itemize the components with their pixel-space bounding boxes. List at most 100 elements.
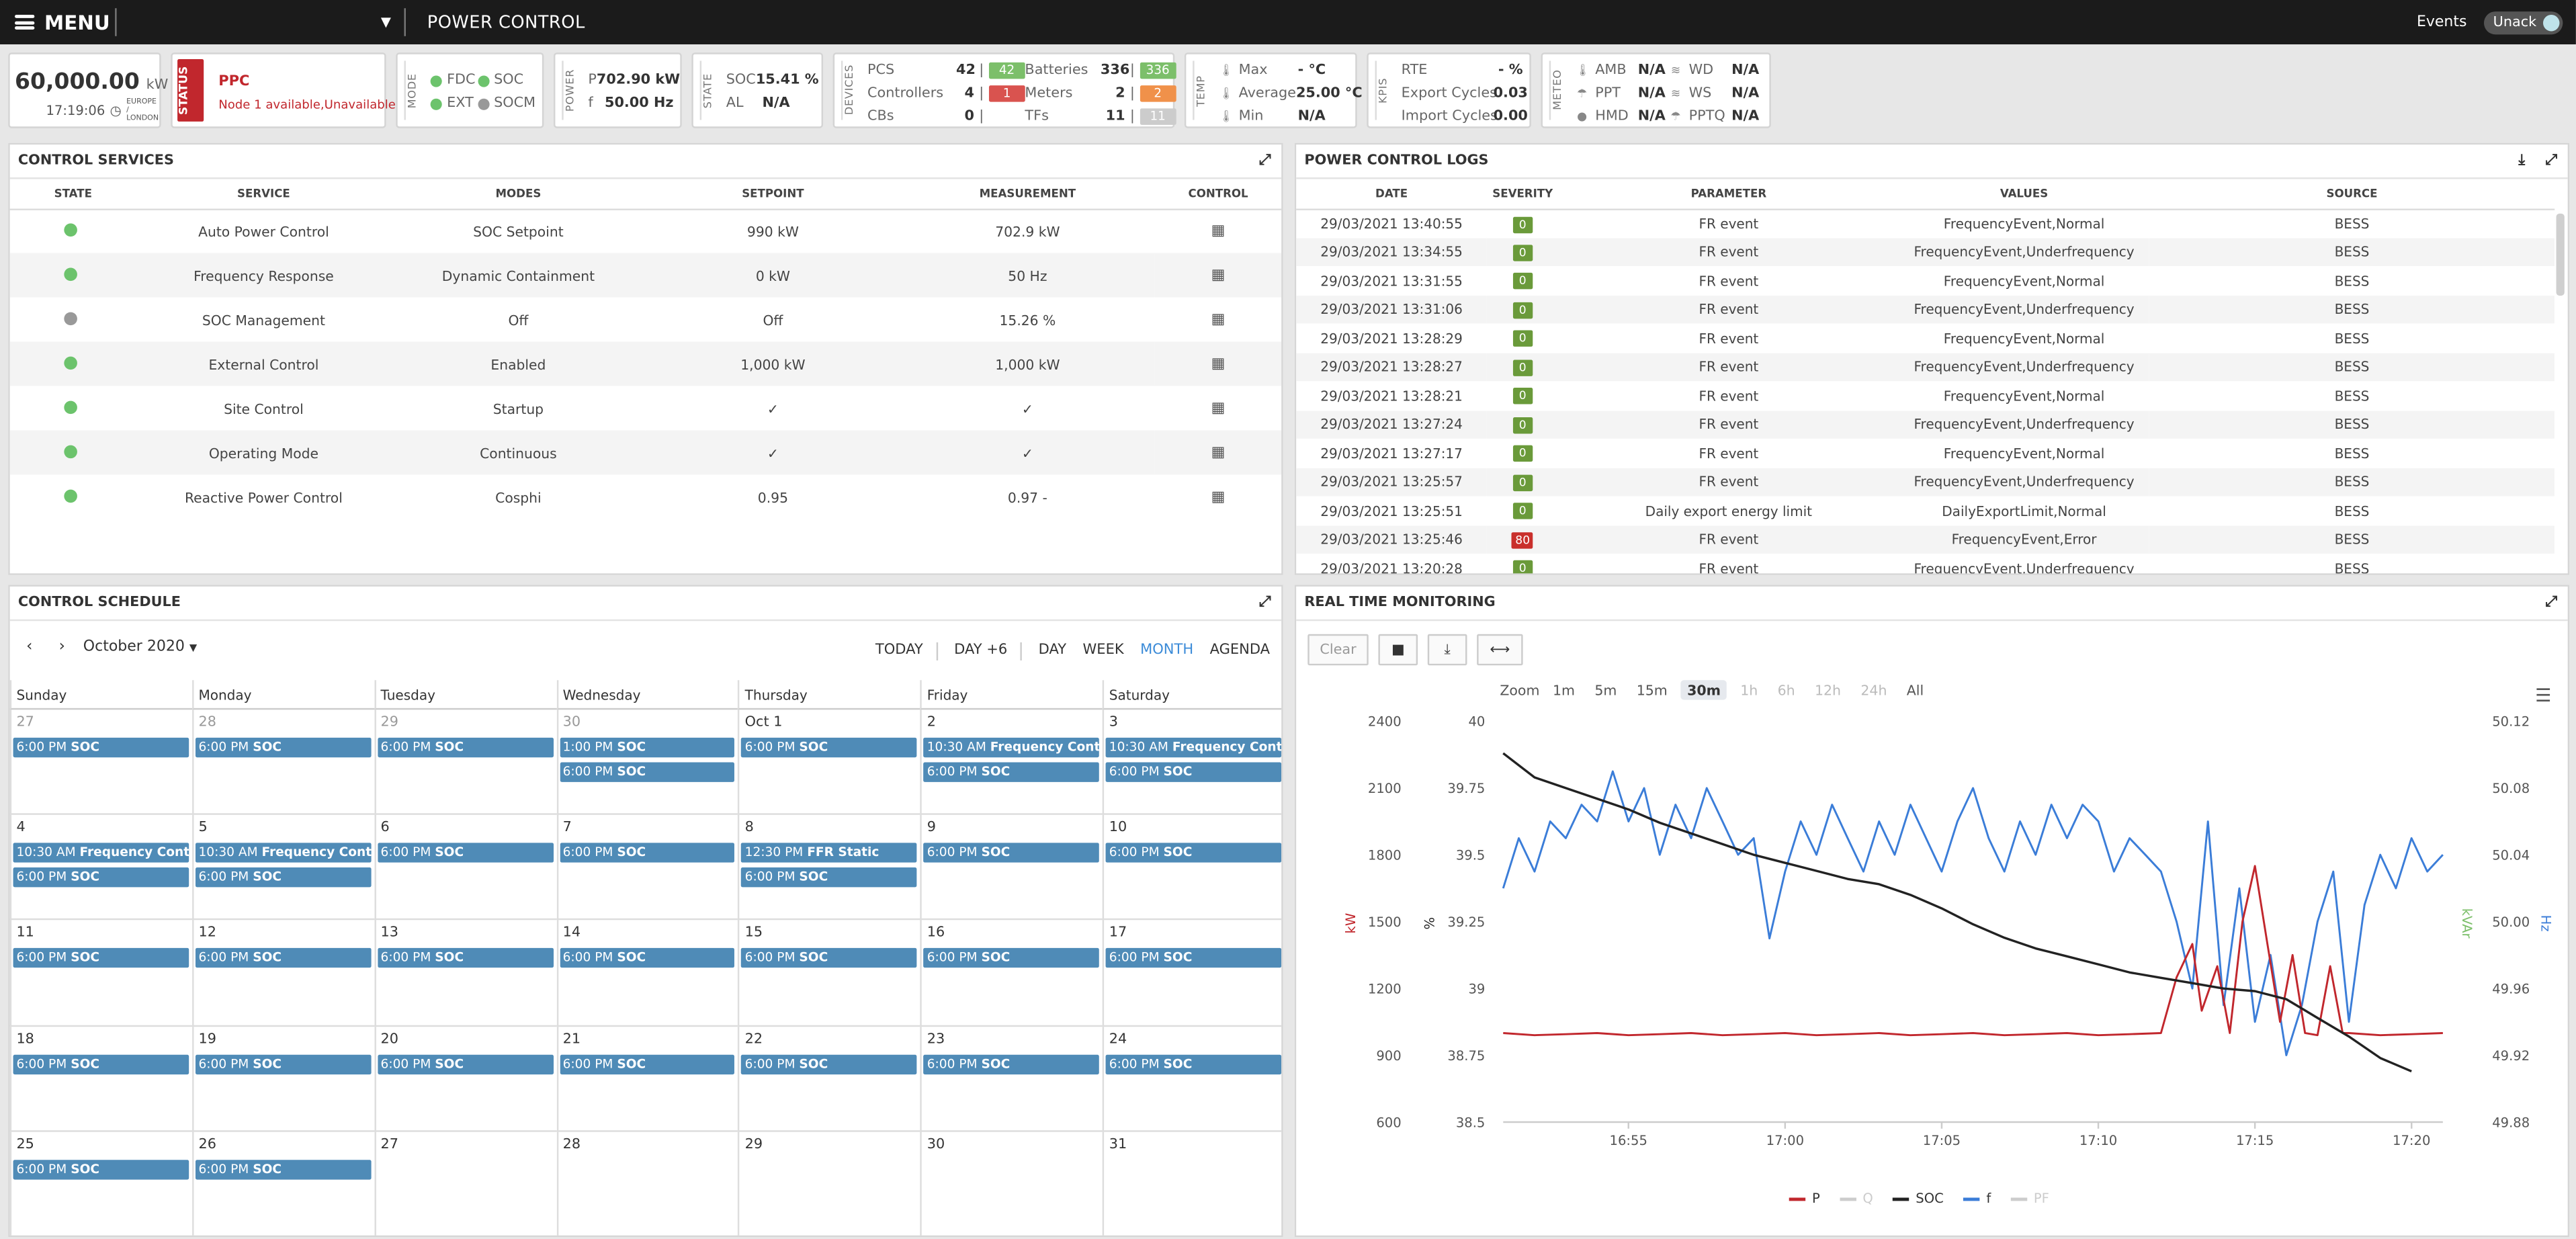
schedule-event[interactable]: 6:00 PM SOC xyxy=(13,867,189,888)
zoom-button[interactable]: 6h xyxy=(1777,681,1795,699)
zoom-button[interactable]: 30m xyxy=(1680,680,1727,700)
schedule-event[interactable]: 6:00 PM SOC xyxy=(559,1054,735,1074)
table-row[interactable]: 29/03/2021 13:31:55 0 FR event FrequencyEve… xyxy=(1296,266,2554,295)
schedule-event[interactable]: 6:00 PM SOC xyxy=(559,762,735,782)
events-link[interactable]: Events xyxy=(2416,13,2467,31)
schedule-event[interactable]: 1:00 PM SOC xyxy=(559,737,735,758)
download-icon[interactable]: ⤓ xyxy=(2518,153,2526,169)
calendar-day[interactable]: 24 6:00 PM SOC xyxy=(1103,1026,1282,1132)
legend-item[interactable]: P xyxy=(1789,1191,1820,1206)
schedule-event[interactable]: 6:00 PM SOC xyxy=(195,867,371,888)
calendar-day[interactable]: 29 6:00 PM SOC xyxy=(374,710,556,816)
calendar-day[interactable]: 10 6:00 PM SOC xyxy=(1103,815,1282,921)
calendar-day[interactable]: 27 6:00 PM SOC xyxy=(9,710,192,816)
schedule-event[interactable]: 6:00 PM SOC xyxy=(741,948,918,969)
schedule-event[interactable]: 6:00 PM SOC xyxy=(377,1054,553,1074)
download-button[interactable]: ⤓ xyxy=(1427,634,1467,666)
calendar-day[interactable]: 29 xyxy=(738,1131,920,1236)
calendar-day[interactable]: 23 6:00 PM SOC xyxy=(920,1026,1103,1132)
table-row[interactable]: 29/03/2021 13:31:06 0 FR event FrequencyEve… xyxy=(1296,294,2555,324)
status-card[interactable]: STATUS PPC Node 1 available,Unavailable xyxy=(171,52,396,128)
table-row[interactable]: 29/03/2021 13:28:27 0 FR event FrequencyEve… xyxy=(1296,352,2555,382)
table-row[interactable]: 29/03/2021 13:34:55 0 FR event FrequencyEve… xyxy=(1296,237,2555,267)
zoom-button[interactable]: 1m xyxy=(1553,681,1576,699)
calendar-day[interactable]: 16 6:00 PM SOC xyxy=(920,921,1103,1027)
schedule-event[interactable]: 6:00 PM SOC xyxy=(13,737,189,758)
view-button[interactable]: WEEK xyxy=(1082,642,1124,659)
schedule-event[interactable]: 6:00 PM SOC xyxy=(1105,1054,1282,1074)
schedule-event[interactable]: 10:30 AM Frequency Cont... xyxy=(1105,737,1282,758)
scrollbar[interactable] xyxy=(2556,213,2565,296)
month-selector[interactable]: October 2020 ▼ xyxy=(83,638,197,654)
site-selector[interactable]: ▼ xyxy=(117,0,404,44)
table-row[interactable]: 29/03/2021 13:25:57 0 FR event FrequencyEve… xyxy=(1296,467,2555,497)
calendar-day[interactable]: 26 6:00 PM SOC xyxy=(191,1131,374,1236)
calendar-day[interactable]: 20 6:00 PM SOC xyxy=(374,1026,556,1132)
chart-menu-icon[interactable]: ☰ xyxy=(2535,685,2552,707)
expand-icon[interactable]: ⤢ xyxy=(1258,153,1271,169)
schedule-event[interactable]: 10:30 AM Frequency Cont... xyxy=(923,737,1100,758)
calendar-day[interactable]: 30 xyxy=(920,1131,1103,1236)
schedule-event[interactable]: 12:30 PM FFR Static xyxy=(741,843,918,863)
schedule-event[interactable]: 6:00 PM SOC xyxy=(1105,843,1282,863)
calendar-day[interactable]: 5 10:30 AM Frequency Cont... 6:00 PM SOC xyxy=(191,815,374,921)
calendar-schedule-icon[interactable]: ▦ xyxy=(1211,224,1226,241)
calendar-day[interactable]: 28 xyxy=(556,1131,738,1236)
schedule-event[interactable]: 10:30 AM Frequency Cont... xyxy=(195,843,371,863)
expand-icon[interactable]: ⤢ xyxy=(2545,153,2558,169)
calendar-day[interactable]: 11 6:00 PM SOC xyxy=(9,921,192,1027)
schedule-event[interactable]: 6:00 PM SOC xyxy=(923,843,1100,863)
calendar-day[interactable]: 4 10:30 AM Frequency Cont... 6:00 PM SOC xyxy=(9,815,192,921)
schedule-event[interactable]: 6:00 PM SOC xyxy=(377,843,553,863)
table-row[interactable]: 29/03/2021 13:28:29 0 FR event FrequencyEve… xyxy=(1296,324,2554,353)
table-row[interactable]: 29/03/2021 13:27:17 0 FR event FrequencyEve… xyxy=(1296,439,2554,468)
schedule-event[interactable]: 6:00 PM SOC xyxy=(195,948,371,969)
schedule-event[interactable]: 6:00 PM SOC xyxy=(13,1159,189,1180)
calendar-day[interactable]: 18 6:00 PM SOC xyxy=(9,1026,192,1132)
calendar-day[interactable]: 27 xyxy=(374,1131,556,1236)
calendar-day[interactable]: 14 6:00 PM SOC xyxy=(556,921,738,1027)
legend-item[interactable]: Q xyxy=(1840,1191,1873,1206)
calendar-day[interactable]: 21 6:00 PM SOC xyxy=(556,1026,738,1132)
calendar-day[interactable]: 9 6:00 PM SOC xyxy=(920,815,1103,921)
view-button[interactable]: MONTH xyxy=(1140,642,1194,659)
schedule-event[interactable]: 6:00 PM SOC xyxy=(559,948,735,969)
calendar-day[interactable]: 6 6:00 PM SOC xyxy=(374,815,556,921)
table-row[interactable]: 29/03/2021 13:27:24 0 FR event FrequencyEve… xyxy=(1296,410,2555,439)
calendar-day[interactable]: 7 6:00 PM SOC xyxy=(556,815,738,921)
legend-item[interactable]: PF xyxy=(2010,1191,2049,1206)
zoom-button[interactable]: 24h xyxy=(1860,681,1887,699)
schedule-event[interactable]: 6:00 PM SOC xyxy=(923,762,1100,782)
calendar-schedule-icon[interactable]: ▦ xyxy=(1211,267,1226,285)
calendar-schedule-icon[interactable]: ▦ xyxy=(1211,445,1226,462)
zoom-button[interactable]: 15m xyxy=(1636,681,1668,699)
calendar-day[interactable]: 22 6:00 PM SOC xyxy=(738,1026,920,1132)
schedule-event[interactable]: 6:00 PM SOC xyxy=(377,948,553,969)
legend-item[interactable]: SOC xyxy=(1893,1191,1944,1206)
view-button[interactable]: TODAY xyxy=(875,642,923,659)
schedule-event[interactable]: 6:00 PM SOC xyxy=(13,948,189,969)
calendar-day[interactable]: Oct 1 6:00 PM SOC xyxy=(738,710,920,816)
schedule-event[interactable]: 6:00 PM SOC xyxy=(923,1054,1100,1074)
calendar-day[interactable]: 28 6:00 PM SOC xyxy=(191,710,374,816)
calendar-day[interactable]: 12 6:00 PM SOC xyxy=(191,921,374,1027)
schedule-event[interactable]: 10:30 AM Frequency Cont... xyxy=(13,843,189,863)
schedule-event[interactable]: 6:00 PM SOC xyxy=(1105,762,1282,782)
schedule-event[interactable]: 6:00 PM SOC xyxy=(195,737,371,758)
table-row[interactable]: 29/03/2021 13:40:55 0 FR event FrequencyEve… xyxy=(1296,209,2554,238)
table-row[interactable]: 29/03/2021 13:25:46 80 FR event FrequencyEv… xyxy=(1296,525,2555,554)
calendar-day[interactable]: 31 xyxy=(1103,1131,1282,1236)
view-button[interactable]: DAY +6 xyxy=(954,642,1008,659)
calendar-day[interactable]: 3 10:30 AM Frequency Cont... 6:00 PM SOC xyxy=(1103,710,1282,816)
unack-toggle[interactable]: Unack xyxy=(2483,10,2563,34)
schedule-event[interactable]: 6:00 PM SOC xyxy=(195,1054,371,1074)
schedule-event[interactable]: 6:00 PM SOC xyxy=(377,737,553,758)
zoom-button[interactable]: 12h xyxy=(1814,681,1842,699)
calendar-schedule-icon[interactable]: ▦ xyxy=(1211,400,1226,418)
expand-icon[interactable]: ⤢ xyxy=(1258,595,1271,611)
devices-card[interactable]: DEVICES PCS 42 | 42 Controllers 4 | 1 CBs 0 | Ba… xyxy=(832,52,1176,128)
table-row[interactable]: 29/03/2021 13:20:28 0 FR event FrequencyEve… xyxy=(1296,554,2554,574)
next-month-icon[interactable]: › xyxy=(58,637,65,656)
schedule-event[interactable]: 6:00 PM SOC xyxy=(559,843,735,863)
calendar-day[interactable]: 15 6:00 PM SOC xyxy=(738,921,920,1027)
